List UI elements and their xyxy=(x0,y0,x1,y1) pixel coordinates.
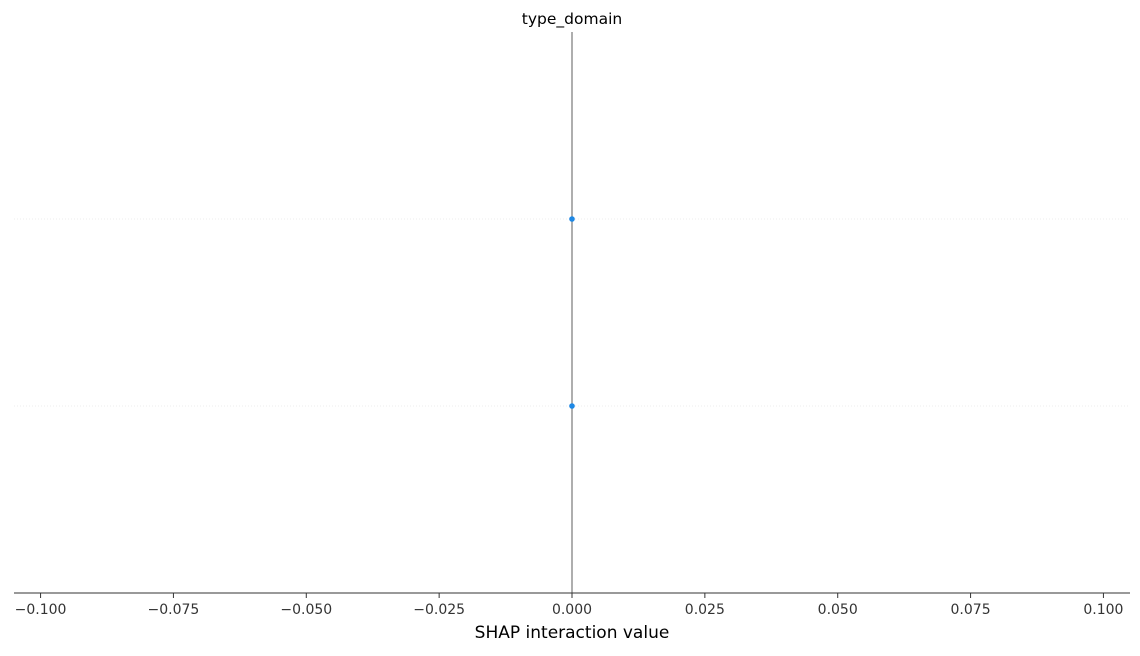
x-tick-label: −0.100 xyxy=(15,602,67,618)
x-tick-label: −0.050 xyxy=(280,602,332,618)
x-tick-label: 0.025 xyxy=(685,602,725,618)
x-tick-label: 0.100 xyxy=(1083,602,1123,618)
x-tick-label: −0.025 xyxy=(413,602,465,618)
x-tick-label: 0.000 xyxy=(552,602,592,618)
x-axis-title: SHAP interaction value xyxy=(475,623,670,643)
data-points xyxy=(569,216,575,409)
x-axis: −0.100 −0.075 −0.050 −0.025 0.000 0.025 0.050 0… xyxy=(14,592,1130,618)
chart-title: type_domain xyxy=(522,10,622,29)
data-point-2 xyxy=(569,403,575,409)
x-tick-label: 0.050 xyxy=(818,602,858,618)
x-tick-label: 0.075 xyxy=(951,602,991,618)
data-point-1 xyxy=(569,216,575,222)
x-tick-label: −0.075 xyxy=(148,602,200,618)
